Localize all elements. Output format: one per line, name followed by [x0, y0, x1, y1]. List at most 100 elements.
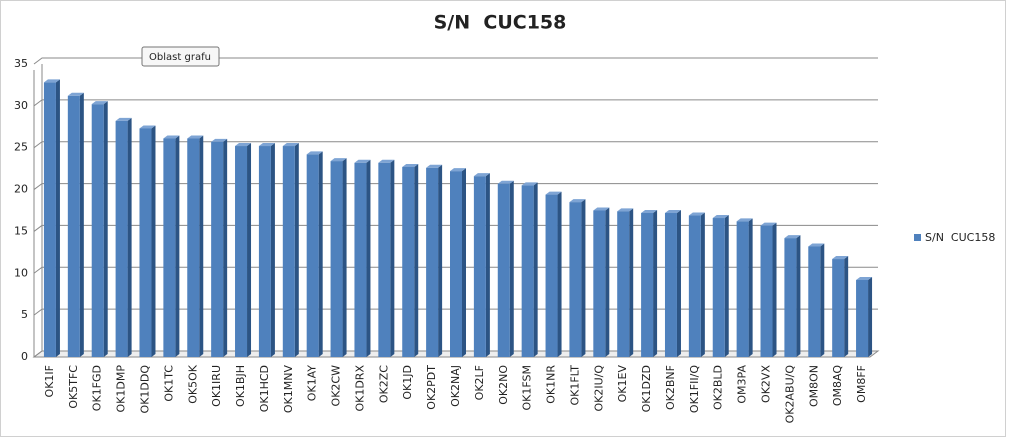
- x-tick-label: OK2BNF: [664, 365, 677, 410]
- bar: [832, 259, 845, 357]
- bar-top: [67, 92, 84, 96]
- bar-side: [533, 182, 538, 357]
- bar: [235, 146, 248, 357]
- bar-side: [247, 143, 252, 357]
- x-tick-label: OM8FF: [855, 365, 868, 403]
- bar: [139, 128, 152, 357]
- bar: [473, 176, 486, 357]
- x-tick-label: OK5TFC: [67, 365, 80, 409]
- x-tick-label: OK1TC: [162, 365, 175, 402]
- bar-side: [366, 159, 371, 357]
- bar-top: [115, 117, 132, 121]
- bar-top: [306, 151, 323, 155]
- bar: [521, 185, 534, 357]
- bar-top: [856, 276, 873, 280]
- x-tick-label: OK2LF: [473, 365, 486, 400]
- x-tick-label: OK1DDQ: [138, 365, 151, 414]
- bar-side: [79, 92, 84, 357]
- bar-side: [270, 143, 275, 357]
- bar-top: [211, 138, 228, 142]
- bar-top: [736, 218, 753, 222]
- bar-top: [641, 210, 658, 214]
- bar: [211, 141, 224, 357]
- y-tick-label: 5: [21, 308, 28, 321]
- bar-side: [462, 168, 466, 357]
- bar: [760, 225, 773, 357]
- y-tick-label: 15: [14, 224, 28, 237]
- x-tick-label: OK5OK: [186, 364, 199, 404]
- x-tick-label: OK1FLT: [568, 365, 581, 406]
- x-tick-label: OK1IF: [43, 365, 56, 397]
- y-tick-label: 0: [21, 350, 28, 363]
- bar-side: [438, 164, 443, 357]
- bar: [641, 213, 654, 357]
- x-tick-label: OK2BLD: [712, 365, 725, 410]
- legend-label: S/N CUC158: [925, 231, 995, 244]
- bar: [688, 215, 701, 357]
- bar-top: [187, 135, 204, 139]
- bar: [306, 154, 319, 357]
- bar-side: [199, 135, 204, 357]
- y-tick-label: 25: [14, 141, 28, 154]
- bar-side: [772, 222, 777, 357]
- grid-line: [33, 57, 878, 65]
- bar-top: [91, 101, 108, 105]
- bar-top: [258, 143, 275, 147]
- bar: [593, 210, 606, 357]
- bar: [91, 104, 104, 357]
- grid-line: [33, 141, 878, 149]
- x-tick-label: OK1FSM: [521, 365, 534, 410]
- bar-side: [342, 158, 347, 357]
- x-tick-label: OK1DRX: [353, 365, 366, 412]
- bar-side: [653, 210, 658, 357]
- bar-side: [557, 191, 562, 357]
- bar-top: [760, 222, 777, 226]
- plot: 0 5 10 15 20 25 30 35 OK1IF OK5TFC OK1FGD OK1DMP OK1…: [14, 57, 995, 423]
- bar-side: [581, 199, 586, 357]
- bar-side: [700, 212, 705, 357]
- bar: [282, 146, 295, 357]
- x-tick-label: OK1HCD: [258, 365, 271, 412]
- bar-side: [223, 138, 228, 357]
- bar: [330, 161, 343, 357]
- grid-line: [33, 99, 878, 107]
- bar-side: [151, 125, 156, 358]
- bar-side: [55, 79, 60, 357]
- bar-side: [509, 180, 514, 357]
- bar-top: [282, 143, 299, 147]
- bar-top: [832, 256, 849, 260]
- bar-top: [712, 215, 729, 219]
- x-tick-label: OK2ZC: [377, 365, 390, 403]
- bar-side: [485, 173, 490, 357]
- tooltip-box: [141, 46, 220, 67]
- bar: [664, 213, 677, 357]
- bar: [736, 221, 749, 357]
- x-tick-label: OK2NO: [497, 365, 510, 405]
- grid-line: [33, 183, 878, 190]
- bar-side: [820, 243, 825, 357]
- bar-side: [127, 117, 132, 357]
- bar-side: [868, 276, 873, 357]
- bar-top: [426, 164, 443, 168]
- bar: [378, 162, 391, 357]
- bar: [354, 162, 367, 357]
- x-tick-label: OK2CW: [330, 365, 343, 407]
- bar-top: [378, 159, 395, 163]
- bar: [808, 246, 821, 357]
- tooltip: Oblast grafu: [141, 46, 220, 67]
- bar-side: [414, 163, 419, 357]
- y-tick-label: 10: [14, 266, 28, 279]
- bar-top: [473, 173, 490, 177]
- bar: [115, 120, 128, 357]
- bar-top: [497, 180, 514, 184]
- bar-top: [617, 208, 634, 212]
- x-tick-label: OM8AQ: [831, 365, 844, 406]
- x-tick-label: OK2NAJ: [449, 365, 462, 407]
- x-tick-label: OK1MNV: [282, 365, 295, 414]
- x-tick-label: OK1FGD: [91, 365, 104, 411]
- bar-side: [390, 159, 395, 357]
- bar: [569, 202, 582, 357]
- bar-top: [784, 235, 801, 239]
- x-tick-label: OK1BJH: [234, 365, 247, 407]
